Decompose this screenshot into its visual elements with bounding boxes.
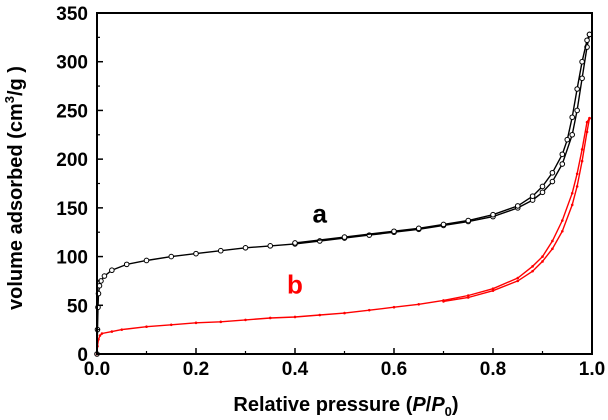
series-b-point [561,219,564,222]
series-b-point [516,276,520,280]
series-label-b: b [287,270,303,300]
y-tick-label: 250 [56,101,88,122]
series-a-point [168,253,175,260]
x-tick-label: 0.8 [480,359,506,380]
plot-frame [96,12,593,355]
y-tick-label: 50 [67,296,88,317]
series-b-point [318,313,322,317]
series-b-point [585,130,589,134]
y-tick-label: 350 [56,4,88,25]
y-tick-label: 150 [56,199,88,220]
series-a-point [415,225,422,232]
y-tick-label: 100 [56,248,88,269]
series-a-point [549,178,556,185]
series-b-point [417,303,421,306]
series-b-point [580,148,584,151]
series-a-point [539,189,546,196]
series-b-point [194,321,198,325]
series-b-point [367,308,371,312]
series-b-point [541,260,544,263]
series-b-point [219,320,223,324]
series-a-point [242,245,249,251]
series-a-point [569,131,576,138]
y-tick-label: 200 [56,150,88,171]
series-a-point [123,261,130,268]
series-a-point [514,203,521,209]
x-tick-label: 0.6 [381,359,407,380]
series-b-point [531,269,534,273]
series-a-point [564,136,571,143]
x-axis-title: Relative pressure (P/P0) [233,394,458,419]
series-a: a [94,31,593,357]
series-b-point [551,247,554,251]
x-tick-label: 0.0 [84,359,110,380]
series-b-point [169,323,173,327]
series-b-point [491,289,495,292]
series-a-desorption-line [294,34,591,244]
series-b-point [570,191,574,195]
series-a-adsorption-line [96,34,591,355]
ticks-layer: 0.0 0.2 0.4 0.6 0.8 1.0 0 50 100 150 200 250 300 350 [56,4,605,380]
series-b-point [120,328,124,331]
series-a-point [549,169,556,176]
series-a-point [579,75,585,82]
series-b-point [145,325,148,329]
series-a-point [490,211,496,218]
series-b-point [575,185,579,188]
series-a-point [341,234,348,240]
x-tick-label: 0.2 [183,359,209,380]
series-b: b [95,116,591,356]
y-tick-label: 300 [56,53,88,74]
series-b-point [491,287,495,291]
series-a-point [217,247,224,254]
series-a-point [584,37,590,44]
series-b-point [541,255,544,258]
series-b-point [98,334,102,337]
series-b-point [516,279,520,283]
series-a-point [193,250,199,257]
series-a-point [574,86,580,92]
x-tick-label: 1.0 [579,359,605,380]
series-a-point [559,161,566,167]
series-b-point [392,305,396,309]
series-a-point [529,193,536,199]
series-b-point [580,159,584,163]
series-a-point [101,273,108,279]
series-a-point [579,58,585,65]
series-b-adsorption-line [96,117,591,355]
y-axis-title: volume adsorbed (cm3/g ) [2,66,27,310]
series-b-point [100,332,104,335]
series-b-point [268,316,272,320]
series-a-point [569,114,576,121]
series-a-point [440,221,447,228]
series-b-point [110,330,114,333]
series-b-point [551,239,554,243]
series-b-point [531,265,534,268]
series-b-point [588,116,591,120]
series-a-point [559,151,566,158]
series-a-point [465,217,472,224]
series-b-point [244,318,247,322]
series-a-point [292,240,298,246]
series-a-point [109,267,115,274]
series-a-point [267,243,274,249]
series-a-point [391,228,397,235]
series-b-point [293,315,297,319]
series-a-point [574,107,580,114]
series-b-point [442,300,445,303]
series-b-point [343,311,346,315]
x-tick-label: 0.4 [282,359,309,380]
series-b-point [585,120,589,124]
y-tick-label: 0 [77,345,88,366]
series-a-point [539,183,546,190]
series-b-point [575,172,579,176]
series-label-a: a [313,198,328,228]
series-b-point [466,296,470,299]
series-b-point [561,229,564,233]
series-b-point [466,294,470,297]
series-layer: ab [94,31,593,357]
series-a-point [143,257,150,264]
series-b-point [570,203,574,207]
